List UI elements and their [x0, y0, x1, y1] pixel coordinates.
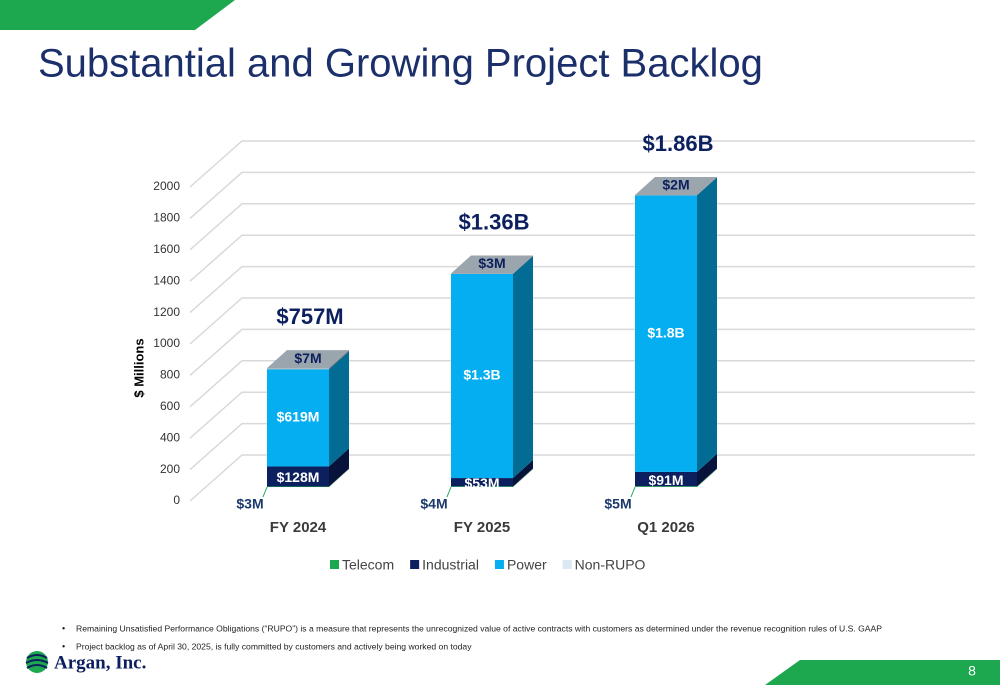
legend-swatch: [330, 560, 339, 569]
bar: [635, 486, 697, 487]
grid-line: [189, 391, 975, 439]
legend-label: Power: [507, 557, 547, 573]
legend-swatch: [494, 560, 504, 569]
grid-line: [189, 454, 975, 502]
data-label: $53M: [464, 475, 499, 491]
bar: [267, 486, 329, 488]
bar-side: [329, 350, 349, 370]
bar-side: [697, 176, 717, 196]
x-tick-label: FY 2024: [270, 519, 327, 536]
page-number: 8: [968, 663, 976, 679]
grid-line: [189, 234, 975, 282]
header-bar: [0, 0, 235, 30]
grid-line: [189, 203, 975, 251]
total-label: $1.36B: [459, 209, 530, 234]
bar-side: [329, 351, 349, 467]
x-tick-label: Q1 2026: [637, 519, 695, 536]
grid-line: [189, 297, 975, 345]
bar: [451, 273, 513, 479]
bar: [451, 478, 513, 487]
bar: [635, 195, 697, 472]
bar-side: [697, 453, 717, 487]
legend-swatch: [410, 560, 420, 569]
leader-line: [630, 486, 636, 498]
bullet: •: [62, 641, 65, 651]
bar: [451, 273, 513, 274]
grid-line: [189, 328, 975, 376]
data-label: $5M: [604, 496, 631, 512]
bar-side: [329, 468, 349, 487]
legend-label: Non-RUPO: [575, 557, 646, 573]
bar: [635, 194, 697, 196]
slide-title: Substantial and Growing Project Backlog: [38, 42, 763, 86]
grid-line: [189, 422, 975, 471]
data-label: $4M: [420, 496, 447, 512]
y-tick-label: 1400: [153, 273, 180, 287]
leader-line: [262, 486, 268, 498]
bar-side: [513, 468, 533, 487]
data-label: $1.8B: [647, 324, 684, 340]
data-label: $3M: [478, 255, 505, 271]
footer-bar: [765, 660, 1000, 685]
y-tick-label: 200: [160, 462, 180, 476]
y-tick-label: 1000: [153, 336, 180, 350]
y-axis-label: $ Millions: [131, 338, 146, 397]
bullet: •: [62, 623, 65, 633]
y-tick-label: 0: [173, 493, 180, 507]
note: Project backlog as of April 30, 2025, is…: [76, 641, 472, 651]
grid-line: [189, 140, 975, 188]
bar: [267, 368, 329, 370]
bar-top: [267, 350, 349, 369]
bar: [451, 486, 513, 487]
legend-swatch: [562, 560, 572, 569]
note: Remaining Unsatisfied Performance Obliga…: [76, 623, 882, 633]
data-label: $2M: [662, 177, 689, 193]
data-label: $91M: [648, 472, 683, 488]
total-label: $1.86B: [643, 131, 714, 156]
y-tick-label: 1800: [153, 211, 180, 225]
x-tick-label: FY 2025: [454, 519, 510, 536]
bar-side: [697, 468, 717, 487]
bar: [267, 369, 329, 467]
data-label: $619M: [277, 409, 320, 425]
grid-line: [189, 171, 975, 219]
bar-top: [635, 176, 717, 195]
grid-line: [189, 265, 975, 314]
data-label: $128M: [277, 469, 320, 485]
data-label: $1.3B: [463, 367, 500, 383]
y-tick-label: 800: [160, 368, 180, 382]
bar: [635, 471, 697, 487]
bar-side: [513, 255, 533, 479]
y-tick-label: 1600: [153, 242, 180, 256]
bar-side: [329, 448, 349, 487]
y-tick-label: 2000: [153, 179, 180, 193]
company-name: Argan, Inc.: [54, 652, 146, 673]
legend-label: Telecom: [342, 557, 394, 573]
bar: [267, 466, 329, 487]
y-tick-label: 1200: [153, 305, 180, 319]
y-tick-label: 400: [160, 430, 180, 444]
bar-top: [451, 255, 533, 274]
y-tick-label: 600: [160, 399, 180, 413]
data-label: $7M: [294, 350, 321, 366]
bar-side: [697, 177, 717, 472]
logo: [25, 651, 49, 673]
total-label: $757M: [276, 304, 343, 329]
legend-label: Industrial: [422, 557, 479, 573]
bar-side: [513, 255, 533, 274]
leader-line: [446, 486, 452, 498]
bar-side: [513, 460, 533, 487]
grid-line: [189, 360, 975, 408]
data-label: $3M: [236, 496, 263, 512]
